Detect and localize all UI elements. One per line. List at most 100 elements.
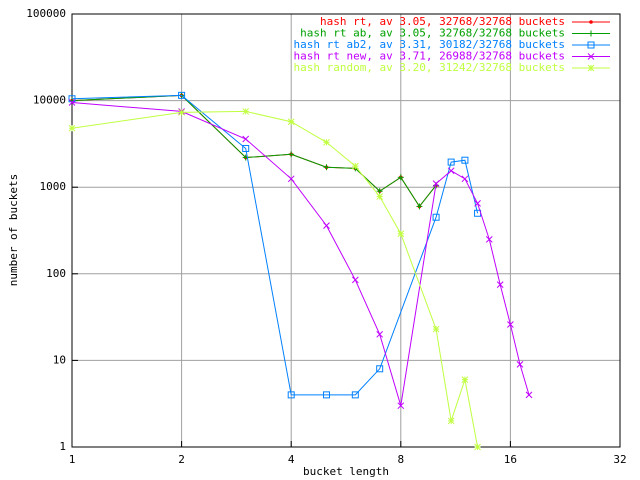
series-line bbox=[71, 110, 479, 448]
marker-stroke bbox=[242, 135, 250, 143]
data-point bbox=[432, 213, 440, 221]
marker-stroke bbox=[587, 64, 595, 72]
y-tick-label: 100000 bbox=[26, 7, 66, 20]
marker-square bbox=[322, 391, 330, 399]
marker-stroke bbox=[516, 361, 524, 368]
marker-stroke bbox=[525, 391, 533, 399]
data-point bbox=[376, 365, 384, 373]
series-line bbox=[71, 94, 479, 396]
marker-dot bbox=[589, 20, 593, 24]
data-point bbox=[68, 95, 76, 103]
y-tick-label: 100 bbox=[46, 267, 66, 280]
marker-square bbox=[376, 365, 384, 373]
marker-stroke bbox=[496, 281, 504, 288]
data-point bbox=[397, 402, 405, 410]
data-point bbox=[525, 391, 533, 399]
y-tick-label: 1000 bbox=[40, 180, 67, 193]
x-tick-label: 2 bbox=[178, 453, 185, 466]
data-point bbox=[474, 200, 481, 207]
marker-stroke bbox=[432, 325, 440, 333]
legend-label: hash rt ab2, av 3.31, 30182/32768 bucket… bbox=[293, 38, 565, 51]
y-tick-label: 10 bbox=[53, 353, 66, 366]
data-point bbox=[242, 135, 250, 143]
marker-stroke bbox=[474, 443, 481, 451]
data-point bbox=[322, 391, 330, 399]
marker-stroke bbox=[507, 321, 514, 328]
data-point bbox=[447, 158, 455, 166]
marker-stroke bbox=[68, 124, 76, 132]
y-tick-label: 1 bbox=[59, 440, 66, 453]
data-point bbox=[461, 175, 469, 183]
data-point bbox=[461, 376, 469, 383]
data-point bbox=[507, 321, 514, 328]
data-point bbox=[461, 156, 469, 164]
x-tick-label: 32 bbox=[613, 453, 626, 466]
marker-square bbox=[242, 144, 250, 152]
marker-stroke bbox=[397, 402, 405, 410]
marker-stroke bbox=[242, 108, 250, 115]
marker-square bbox=[178, 91, 186, 99]
data-point bbox=[376, 330, 384, 338]
series-line bbox=[71, 94, 437, 208]
marker-square bbox=[287, 391, 295, 399]
y-axis-label: number of buckets bbox=[7, 174, 20, 287]
marker-stroke bbox=[376, 193, 384, 200]
marker-stroke bbox=[474, 200, 481, 207]
data-point bbox=[376, 188, 383, 195]
legend-label: hash rt new, av 3.71, 26988/32768 bucket… bbox=[293, 50, 565, 63]
data-point bbox=[242, 108, 250, 115]
marker-stroke bbox=[432, 180, 440, 187]
data-point bbox=[288, 151, 295, 158]
marker-stroke bbox=[178, 109, 185, 116]
marker-stroke bbox=[461, 376, 469, 383]
legend-label: hash random, av 3.20, 31242/32768 bucket… bbox=[293, 61, 565, 74]
data-point bbox=[447, 417, 455, 425]
data-point bbox=[589, 20, 593, 24]
data-point bbox=[485, 235, 493, 243]
marker-stroke bbox=[376, 330, 384, 338]
data-point bbox=[474, 443, 481, 451]
marker-stroke bbox=[68, 99, 76, 106]
marker-stroke bbox=[287, 175, 295, 183]
data-point bbox=[323, 222, 330, 229]
marker-stroke bbox=[351, 162, 359, 170]
x-axis-label: bucket length bbox=[303, 465, 389, 478]
marker-square bbox=[587, 41, 595, 49]
data-point bbox=[416, 203, 423, 210]
data-point bbox=[516, 361, 524, 368]
marker-stroke bbox=[447, 417, 455, 425]
data-point bbox=[397, 174, 404, 181]
data-point bbox=[351, 276, 359, 284]
marker-square bbox=[351, 391, 359, 399]
marker-stroke bbox=[587, 53, 595, 60]
x-tick-label: 4 bbox=[288, 453, 295, 466]
data-point bbox=[587, 53, 595, 60]
x-tick-label: 8 bbox=[397, 453, 404, 466]
marker-square bbox=[68, 95, 76, 103]
data-point bbox=[178, 91, 186, 99]
marker-stroke bbox=[397, 230, 405, 238]
data-point bbox=[376, 193, 384, 200]
marker-stroke bbox=[485, 235, 493, 243]
marker-stroke bbox=[351, 276, 359, 284]
marker-stroke bbox=[287, 118, 295, 126]
data-point bbox=[351, 162, 359, 170]
y-tick-label: 10000 bbox=[33, 94, 66, 107]
marker-stroke bbox=[323, 138, 330, 146]
data-point bbox=[432, 325, 440, 333]
marker-square bbox=[461, 156, 469, 164]
x-tick-label: 16 bbox=[504, 453, 517, 466]
data-point bbox=[287, 391, 295, 399]
data-point bbox=[287, 175, 295, 183]
data-point bbox=[496, 281, 504, 288]
data-point bbox=[323, 164, 330, 171]
data-point bbox=[397, 230, 405, 238]
marker-square bbox=[447, 158, 455, 166]
data-point bbox=[323, 138, 330, 146]
data-point bbox=[68, 99, 76, 106]
data-point bbox=[242, 144, 250, 152]
data-point bbox=[68, 124, 76, 132]
marker-stroke bbox=[323, 222, 330, 229]
data-point bbox=[351, 391, 359, 399]
